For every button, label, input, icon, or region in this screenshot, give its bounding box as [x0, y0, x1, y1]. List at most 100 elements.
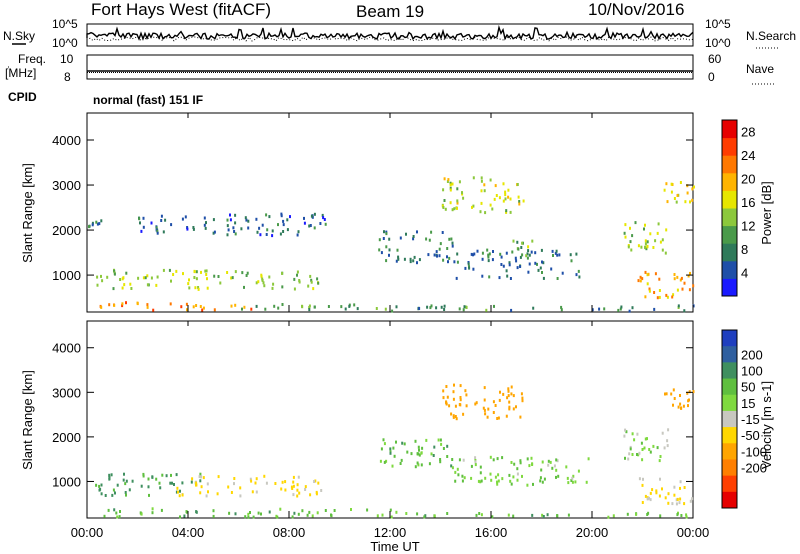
vel-cell-5 — [510, 461, 513, 464]
vel-cell-6 — [391, 464, 394, 468]
vel-cell-8 — [683, 502, 686, 506]
power-cell-1 — [262, 281, 265, 285]
power-cell-4 — [617, 308, 620, 312]
x-tick-label: 08:00 — [273, 525, 306, 540]
power-cell-1 — [310, 278, 313, 282]
vel-cell-8 — [667, 492, 670, 496]
power-cell-1 — [309, 274, 312, 278]
power-cell-8 — [541, 260, 543, 264]
vel-cell-8 — [655, 489, 658, 493]
power-cell-1 — [281, 271, 284, 275]
power-cell-6 — [428, 238, 431, 242]
power-cell-12 — [671, 295, 674, 299]
vel-cell-1 — [317, 481, 320, 485]
power-cell-6 — [448, 237, 451, 241]
y-tick-label: 3000 — [52, 385, 81, 400]
vel-cell-1 — [239, 494, 242, 498]
vel-cell-4 — [508, 400, 511, 404]
power-cell-12 — [639, 279, 642, 283]
y-tick-label: 1000 — [52, 474, 81, 489]
power-cell-4 — [510, 308, 513, 312]
vel-cell-9 — [688, 390, 691, 394]
vel-cell-6 — [439, 458, 442, 461]
vel-cell-2 — [119, 510, 121, 513]
power-cell-7 — [451, 208, 454, 212]
y-tick-label: 4000 — [52, 133, 81, 148]
vel-cell-9 — [692, 390, 695, 394]
power-cell-7 — [498, 196, 501, 200]
vel-cell-3 — [480, 513, 483, 517]
vel-cell-3 — [512, 514, 515, 518]
power-cell-5 — [308, 224, 311, 228]
power-cell-5 — [265, 233, 268, 236]
power-cell-6 — [439, 242, 442, 246]
vel-cell-4 — [505, 414, 508, 418]
power-cell-5 — [138, 217, 141, 221]
power-cell-5 — [226, 224, 229, 228]
power-cell-1 — [125, 271, 128, 275]
power-cell-5 — [155, 226, 158, 230]
power-cell-7 — [456, 199, 459, 203]
power-cell-3 — [348, 304, 351, 308]
vel-cell-3 — [507, 513, 510, 517]
power-cell-12 — [644, 270, 647, 274]
power-colorbar-tick: 16 — [741, 195, 755, 210]
power-cell-8 — [472, 267, 475, 271]
power-cell-5 — [226, 233, 229, 237]
vel-cell-7 — [625, 430, 628, 434]
power-cell-4 — [426, 305, 429, 309]
power-cell-12 — [658, 289, 661, 292]
power-cell-6 — [446, 247, 449, 250]
vel-cell-0 — [140, 484, 143, 488]
vel-cell-4 — [494, 404, 497, 407]
power-cell-8 — [505, 251, 508, 255]
power-cell-3 — [301, 305, 304, 309]
vel-cell-4 — [465, 404, 468, 408]
vel-cell-5 — [516, 467, 519, 471]
power-cell-12 — [666, 295, 669, 299]
freq-tick-low: 8 — [64, 70, 71, 84]
vel-cell-7 — [628, 452, 631, 456]
vel-cell-5 — [585, 480, 588, 484]
vel-cell-7 — [658, 459, 661, 463]
power-cell-8 — [569, 253, 572, 257]
velocity-colorbar-tick: -200 — [741, 461, 767, 476]
vel-cell-2 — [118, 515, 121, 519]
power-cell-9 — [525, 254, 528, 258]
power-panel-frame — [86, 112, 694, 313]
power-cell-7 — [480, 201, 483, 205]
power-cell-6 — [435, 250, 438, 254]
vel-cell-6 — [389, 451, 392, 455]
power-colorbar-swatch — [722, 208, 737, 227]
power-cell-6 — [412, 237, 415, 241]
vel-cell-4 — [452, 390, 455, 394]
velocity-colorbar-swatch — [722, 346, 737, 363]
power-cell-8 — [488, 275, 491, 279]
vel-cell-6 — [451, 458, 454, 461]
vel-cell-6 — [382, 438, 385, 442]
vel-cell-1 — [200, 485, 203, 489]
vel-cell-6 — [421, 446, 424, 450]
vel-cell-9 — [679, 402, 682, 406]
power-cell-8 — [570, 259, 573, 263]
power-cell-7 — [504, 193, 507, 197]
power-cell-10 — [645, 247, 648, 251]
vel-cell-5 — [553, 464, 556, 468]
power-cell-5 — [186, 227, 189, 231]
power-cell-0 — [98, 222, 101, 226]
vel-cell-5 — [477, 479, 480, 483]
power-cell-12 — [681, 287, 684, 291]
vel-cell-1 — [296, 494, 299, 498]
power-cell-5 — [212, 231, 215, 235]
date-label: 10/Nov/2016 — [588, 0, 684, 19]
power-cell-8 — [488, 252, 491, 256]
power-cell-12 — [644, 295, 647, 299]
power-cell-6 — [409, 260, 412, 264]
vel-cell-8 — [679, 486, 681, 490]
vel-cell-6 — [393, 454, 396, 458]
power-colorbar-swatch — [722, 172, 737, 191]
vel-cell-6 — [399, 462, 402, 465]
power-cell-5 — [259, 233, 262, 237]
vel-cell-0 — [170, 473, 172, 477]
vel-cell-7 — [652, 444, 655, 448]
